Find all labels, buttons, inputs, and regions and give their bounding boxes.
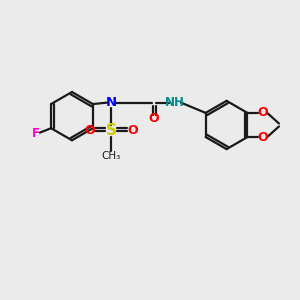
Text: O: O	[85, 124, 95, 137]
Text: S: S	[106, 123, 117, 138]
Text: CH₃: CH₃	[101, 151, 121, 160]
Text: N: N	[106, 96, 117, 109]
Text: F: F	[32, 127, 40, 140]
Text: O: O	[127, 124, 138, 137]
Text: O: O	[257, 130, 268, 143]
Text: O: O	[148, 112, 159, 125]
Text: O: O	[257, 106, 268, 119]
Text: NH: NH	[164, 96, 184, 109]
